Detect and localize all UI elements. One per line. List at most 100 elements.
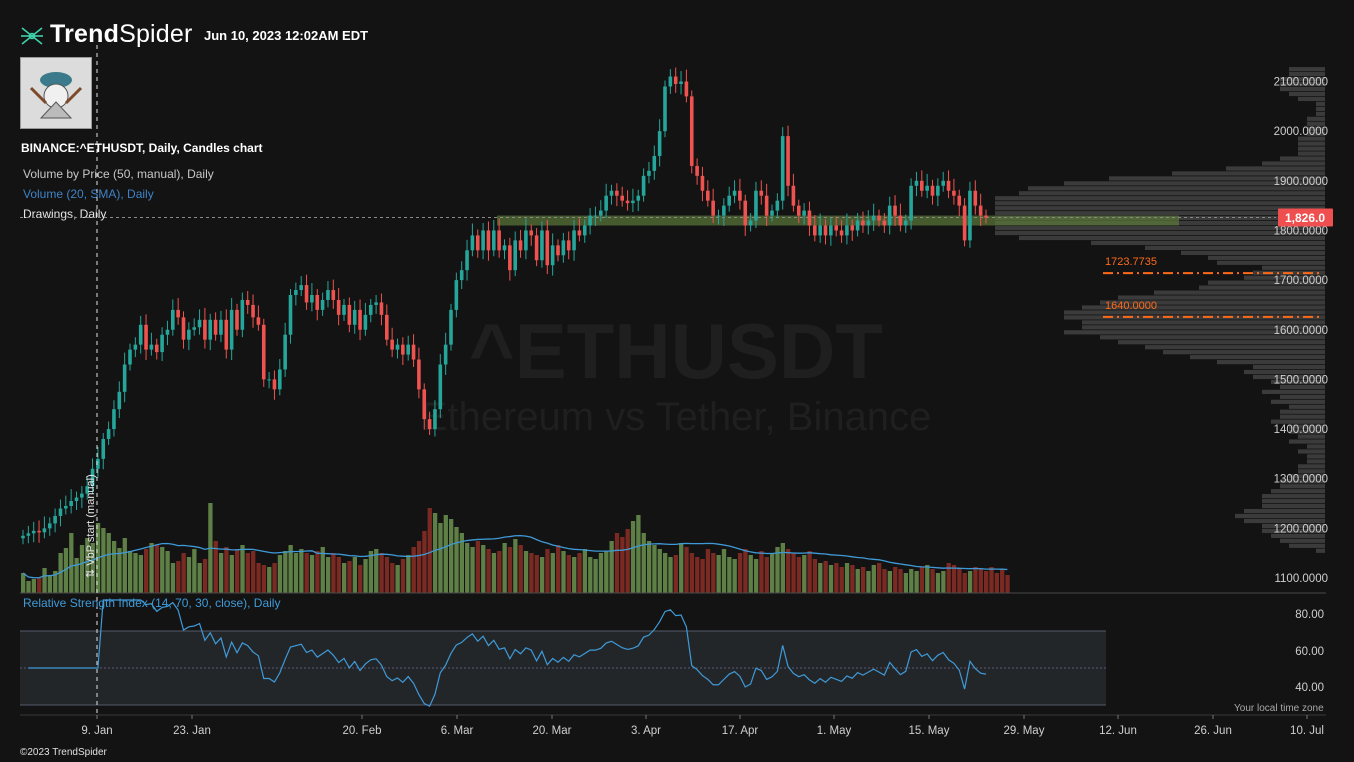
- volume-bar: [545, 549, 550, 593]
- vbp-bar: [1262, 523, 1325, 529]
- candle-body: [85, 486, 89, 494]
- candle-body: [352, 309, 357, 325]
- volume-bar: [673, 555, 678, 593]
- volume-bar: [684, 547, 689, 593]
- rsi-line: [28, 599, 987, 708]
- candle-body: [390, 339, 394, 350]
- volume-bar: [663, 553, 668, 593]
- price-tick-label: 1800.0000: [1274, 225, 1328, 237]
- volume-sma-line: [22, 534, 1008, 579]
- candle-body: [636, 195, 641, 201]
- volume-bar: [700, 559, 705, 593]
- candle-body: [518, 240, 523, 251]
- candle-body: [106, 429, 111, 439]
- vbp-bar: [1244, 508, 1325, 514]
- vbp-bar: [1019, 235, 1325, 241]
- volume-bar: [47, 575, 53, 593]
- candle-body: [599, 210, 603, 216]
- vbp-bar: [1289, 424, 1325, 429]
- x-tick-label: 6. Mar: [441, 725, 474, 737]
- candle-body: [497, 230, 501, 251]
- vbp-bar: [1082, 305, 1325, 310]
- vbp-bar: [1289, 72, 1325, 77]
- vbp-bar: [1271, 489, 1325, 494]
- vbp-bar: [1271, 533, 1325, 538]
- chart-title[interactable]: BINANCE:^ETHUSDT, Daily, Candles chart: [21, 141, 263, 155]
- volume-bar: [384, 557, 390, 593]
- candle-body: [550, 245, 555, 266]
- indicator-drawings-label[interactable]: Drawings, Daily: [23, 207, 107, 221]
- indicator-volume-label[interactable]: Volume (20, SMA), Daily: [23, 187, 154, 201]
- candle-body: [508, 245, 512, 271]
- candle-body: [748, 220, 753, 226]
- vbp-bar: [1244, 369, 1325, 375]
- candle-body: [513, 240, 517, 271]
- candle-body: [251, 304, 255, 318]
- volume-bar: [352, 557, 357, 593]
- volume-bar: [272, 563, 277, 593]
- candle-body: [818, 225, 822, 236]
- vbp-bar: [1100, 335, 1325, 340]
- vbp-start-label: ⇅ VbP start (manual): [85, 474, 97, 578]
- vbp-bar: [1154, 290, 1325, 295]
- vbp-bar: [1226, 166, 1325, 171]
- vbp-bar: [1298, 141, 1325, 146]
- candle-body: [26, 533, 31, 536]
- brand-logo[interactable]: TrendSpider: [20, 20, 195, 50]
- support-zone: [497, 215, 1179, 226]
- candle-body: [588, 215, 592, 226]
- x-tick-label: 20. Feb: [343, 725, 382, 737]
- candle-body: [914, 180, 919, 186]
- candle-body: [358, 309, 362, 330]
- candle-body: [326, 290, 330, 300]
- volume-bar: [315, 551, 320, 593]
- volume-bar: [962, 573, 967, 593]
- vbp-bar: [995, 230, 1325, 236]
- candle-body: [604, 195, 608, 211]
- candle-body: [122, 364, 127, 392]
- vbp-bar: [1082, 325, 1325, 330]
- price-tick-label: 2100.0000: [1274, 77, 1328, 89]
- vbp-bar: [1064, 310, 1325, 315]
- volume-bar: [379, 553, 384, 593]
- candle-body: [775, 200, 780, 211]
- volume-bar: [946, 563, 951, 593]
- volume-bar: [154, 545, 160, 593]
- vbp-bar: [1082, 320, 1325, 325]
- rsi-indicator-label[interactable]: Relative Strength Index (14, 70, 30, clo…: [23, 596, 281, 610]
- watermark-symbol: ^ETHUSDT: [469, 307, 883, 395]
- user-avatar[interactable]: [20, 57, 92, 129]
- volume-bar: [358, 565, 363, 593]
- candle-body: [197, 319, 202, 328]
- candle-body: [807, 210, 812, 226]
- volume-bar: [53, 571, 58, 593]
- volume-bar: [925, 565, 930, 593]
- volume-bar: [229, 555, 234, 593]
- volume-bar: [577, 553, 582, 593]
- volume-bar: [796, 557, 802, 593]
- candle-body: [657, 131, 662, 156]
- candle-body: [181, 317, 186, 340]
- avatar-drawing-icon: [21, 58, 91, 128]
- volume-bar: [331, 553, 336, 593]
- volume-bar: [117, 548, 122, 593]
- volume-bar: [42, 568, 47, 593]
- candle-body: [368, 304, 373, 315]
- candle-body: [176, 309, 180, 318]
- indicator-vbp-label[interactable]: Volume by Price (50, manual), Daily: [23, 167, 214, 181]
- vbp-bar: [1064, 181, 1325, 186]
- volume-bar: [657, 549, 662, 593]
- volume-bar: [160, 547, 165, 593]
- candle-body: [796, 205, 801, 216]
- volume-bar: [914, 571, 919, 593]
- candle-body: [887, 205, 892, 226]
- vbp-bar: [1028, 186, 1325, 191]
- volume-bar: [957, 569, 962, 593]
- vbp-bar: [1289, 474, 1325, 479]
- candle-body: [759, 190, 764, 196]
- volume-bar: [834, 563, 839, 593]
- candle-body: [770, 210, 774, 216]
- volume-bar: [668, 557, 673, 593]
- candle-body: [31, 530, 36, 534]
